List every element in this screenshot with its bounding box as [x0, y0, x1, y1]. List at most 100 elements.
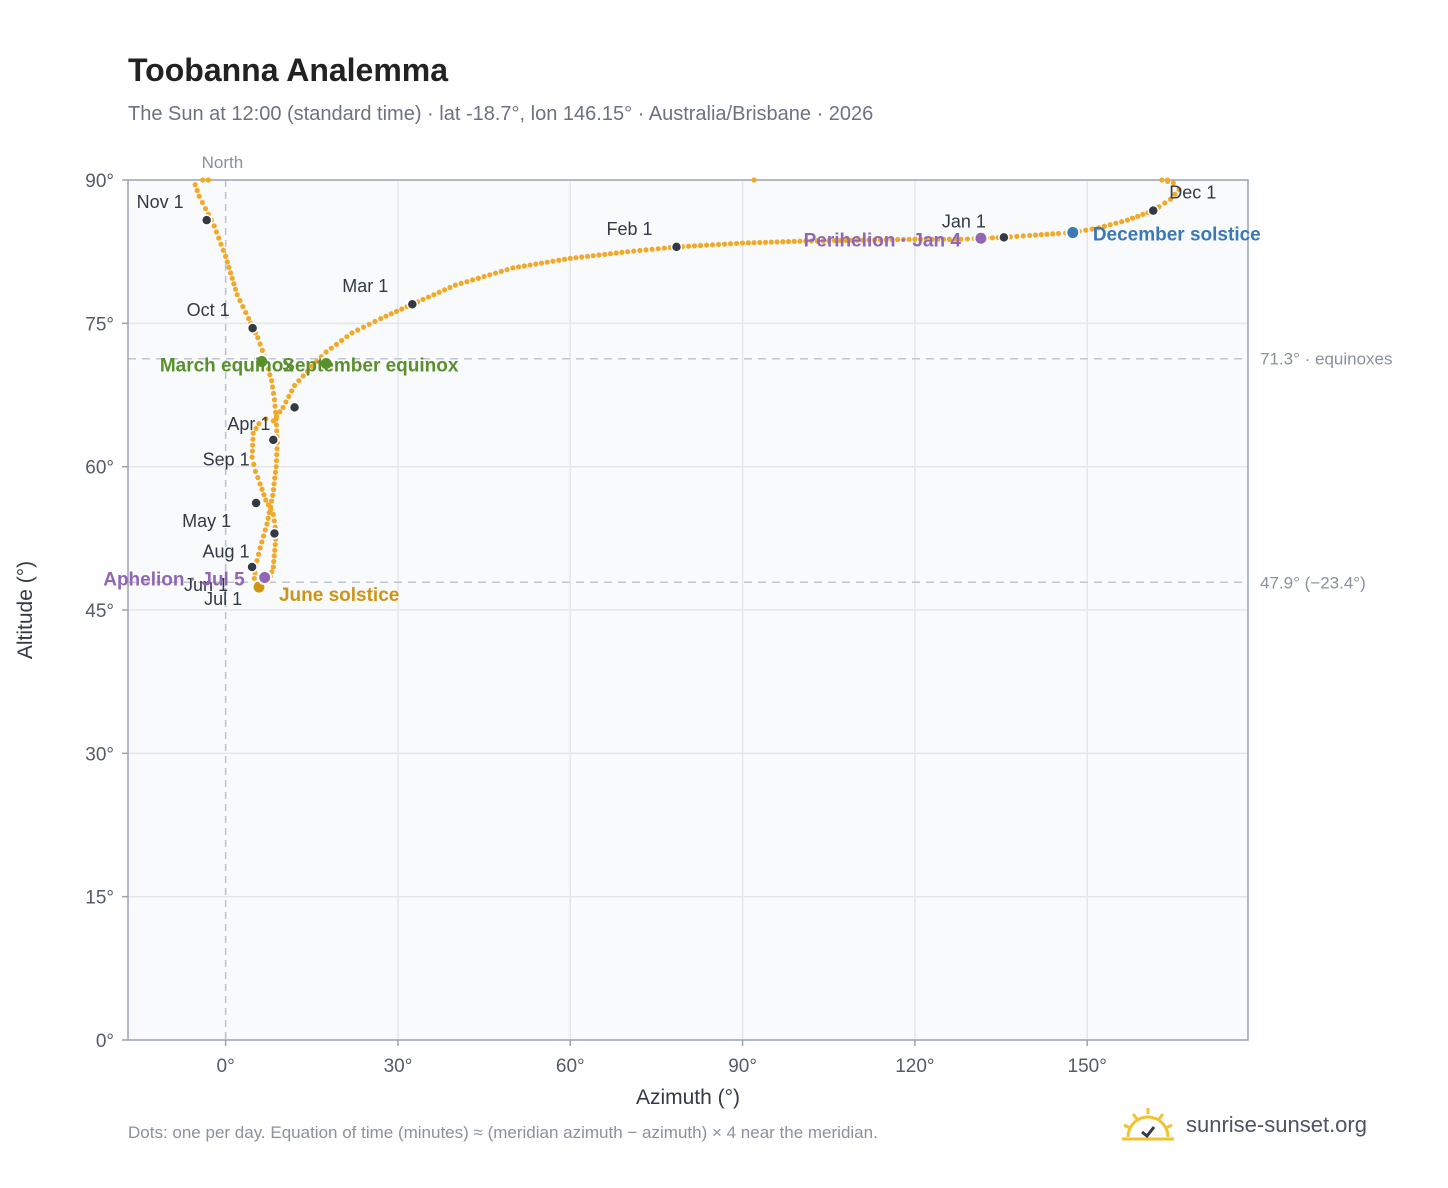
day-dot [923, 236, 929, 242]
month-marker [268, 527, 281, 540]
day-dot [270, 492, 276, 498]
day-dot [271, 553, 277, 559]
month-label: Dec 1 [1169, 183, 1216, 203]
day-dot [1113, 220, 1119, 226]
day-dot [344, 334, 350, 340]
day-dot [1164, 177, 1171, 183]
day-dot [226, 264, 232, 270]
event-label: June solstice [279, 585, 399, 606]
day-dot [237, 298, 243, 304]
north-label: North [202, 153, 244, 172]
day-dot [464, 279, 470, 285]
day-dot [849, 237, 855, 243]
day-dot [561, 256, 568, 262]
day-dot [1159, 177, 1165, 183]
day-dot [280, 404, 286, 411]
day-dot [854, 237, 861, 243]
day-dot [309, 363, 315, 369]
day-dot [1083, 227, 1089, 233]
month-label: Aug 1 [202, 542, 249, 562]
day-dot [199, 199, 205, 206]
day-dot [643, 247, 649, 253]
day-dot [286, 393, 292, 400]
reference-lines: North 71.3° · equinoxes 47.9° (−23.4°) [128, 153, 1393, 1040]
y-tick-label: 45° [85, 601, 114, 622]
event-marker [257, 570, 273, 586]
day-dot [268, 498, 275, 504]
day-dot [1044, 231, 1050, 237]
brand-name: sunrise-sunset.org [1186, 1112, 1367, 1137]
day-dot [267, 372, 273, 378]
reference-label: 71.3° · equinoxes [1260, 350, 1393, 369]
day-dot [1176, 186, 1182, 193]
day-dot [366, 321, 372, 327]
day-dot [227, 270, 234, 276]
day-dot [550, 258, 556, 264]
day-dot [952, 236, 958, 242]
day-dot [202, 206, 209, 212]
month-label: Jan 1 [942, 211, 986, 231]
day-dot [291, 382, 298, 389]
day-dot [1172, 191, 1178, 197]
day-dot [785, 238, 792, 245]
month-label: Jun 1 [184, 575, 228, 595]
day-dot [378, 315, 384, 322]
grid-lines [128, 180, 1248, 1040]
day-dot [685, 243, 692, 249]
day-dot [255, 335, 261, 341]
day-dot [200, 177, 206, 183]
month-marker [1147, 204, 1159, 217]
sun-logo-icon [1122, 1108, 1174, 1141]
event-marker [318, 355, 334, 371]
day-dot [814, 238, 820, 244]
day-dot [1119, 219, 1125, 225]
day-dot [264, 521, 270, 527]
day-dot [273, 458, 280, 464]
day-dot [774, 239, 780, 245]
event-marker [973, 230, 989, 246]
month-label: Sep 1 [203, 449, 250, 469]
day-dot [272, 469, 279, 475]
day-dot [274, 446, 280, 452]
day-dot [527, 262, 533, 268]
month-marker [288, 401, 301, 414]
day-dot [458, 280, 464, 286]
event-label: Perihelion · Jan 4 [804, 230, 962, 251]
day-dot [270, 487, 277, 493]
day-dot [1170, 180, 1176, 186]
day-dot [1124, 217, 1130, 223]
day-dot [929, 236, 935, 242]
day-dot [946, 236, 952, 242]
event-marker [1065, 225, 1081, 241]
day-dot [906, 236, 912, 242]
day-dot [339, 337, 345, 344]
brand-logo[interactable]: sunrise-sunset.org [1120, 1102, 1367, 1148]
day-dot [213, 229, 220, 235]
day-dot [240, 304, 246, 310]
day-dot [255, 551, 262, 557]
day-dot [631, 248, 637, 254]
day-dot [1107, 222, 1113, 228]
day-dot [613, 250, 619, 256]
day-dot [223, 253, 229, 260]
day-dot [584, 253, 591, 259]
day-dot [837, 237, 843, 244]
day-dot [250, 436, 256, 442]
day-dot [556, 257, 562, 263]
day-dot [399, 306, 405, 312]
day-dot [249, 454, 255, 460]
day-dot [751, 240, 757, 246]
day-dot [1055, 230, 1062, 237]
day-dot [883, 237, 889, 243]
day-dot [249, 448, 255, 454]
month-marker [670, 241, 683, 253]
day-dot [498, 268, 504, 274]
day-dot [940, 236, 947, 242]
day-dot [360, 324, 367, 330]
day-dot [442, 287, 448, 293]
day-dot [1014, 233, 1020, 239]
day-dot [259, 539, 265, 545]
x-axis-ticks: 0° 30° 60° 90° 120° 150° [217, 1040, 1107, 1077]
day-dot [261, 492, 267, 498]
